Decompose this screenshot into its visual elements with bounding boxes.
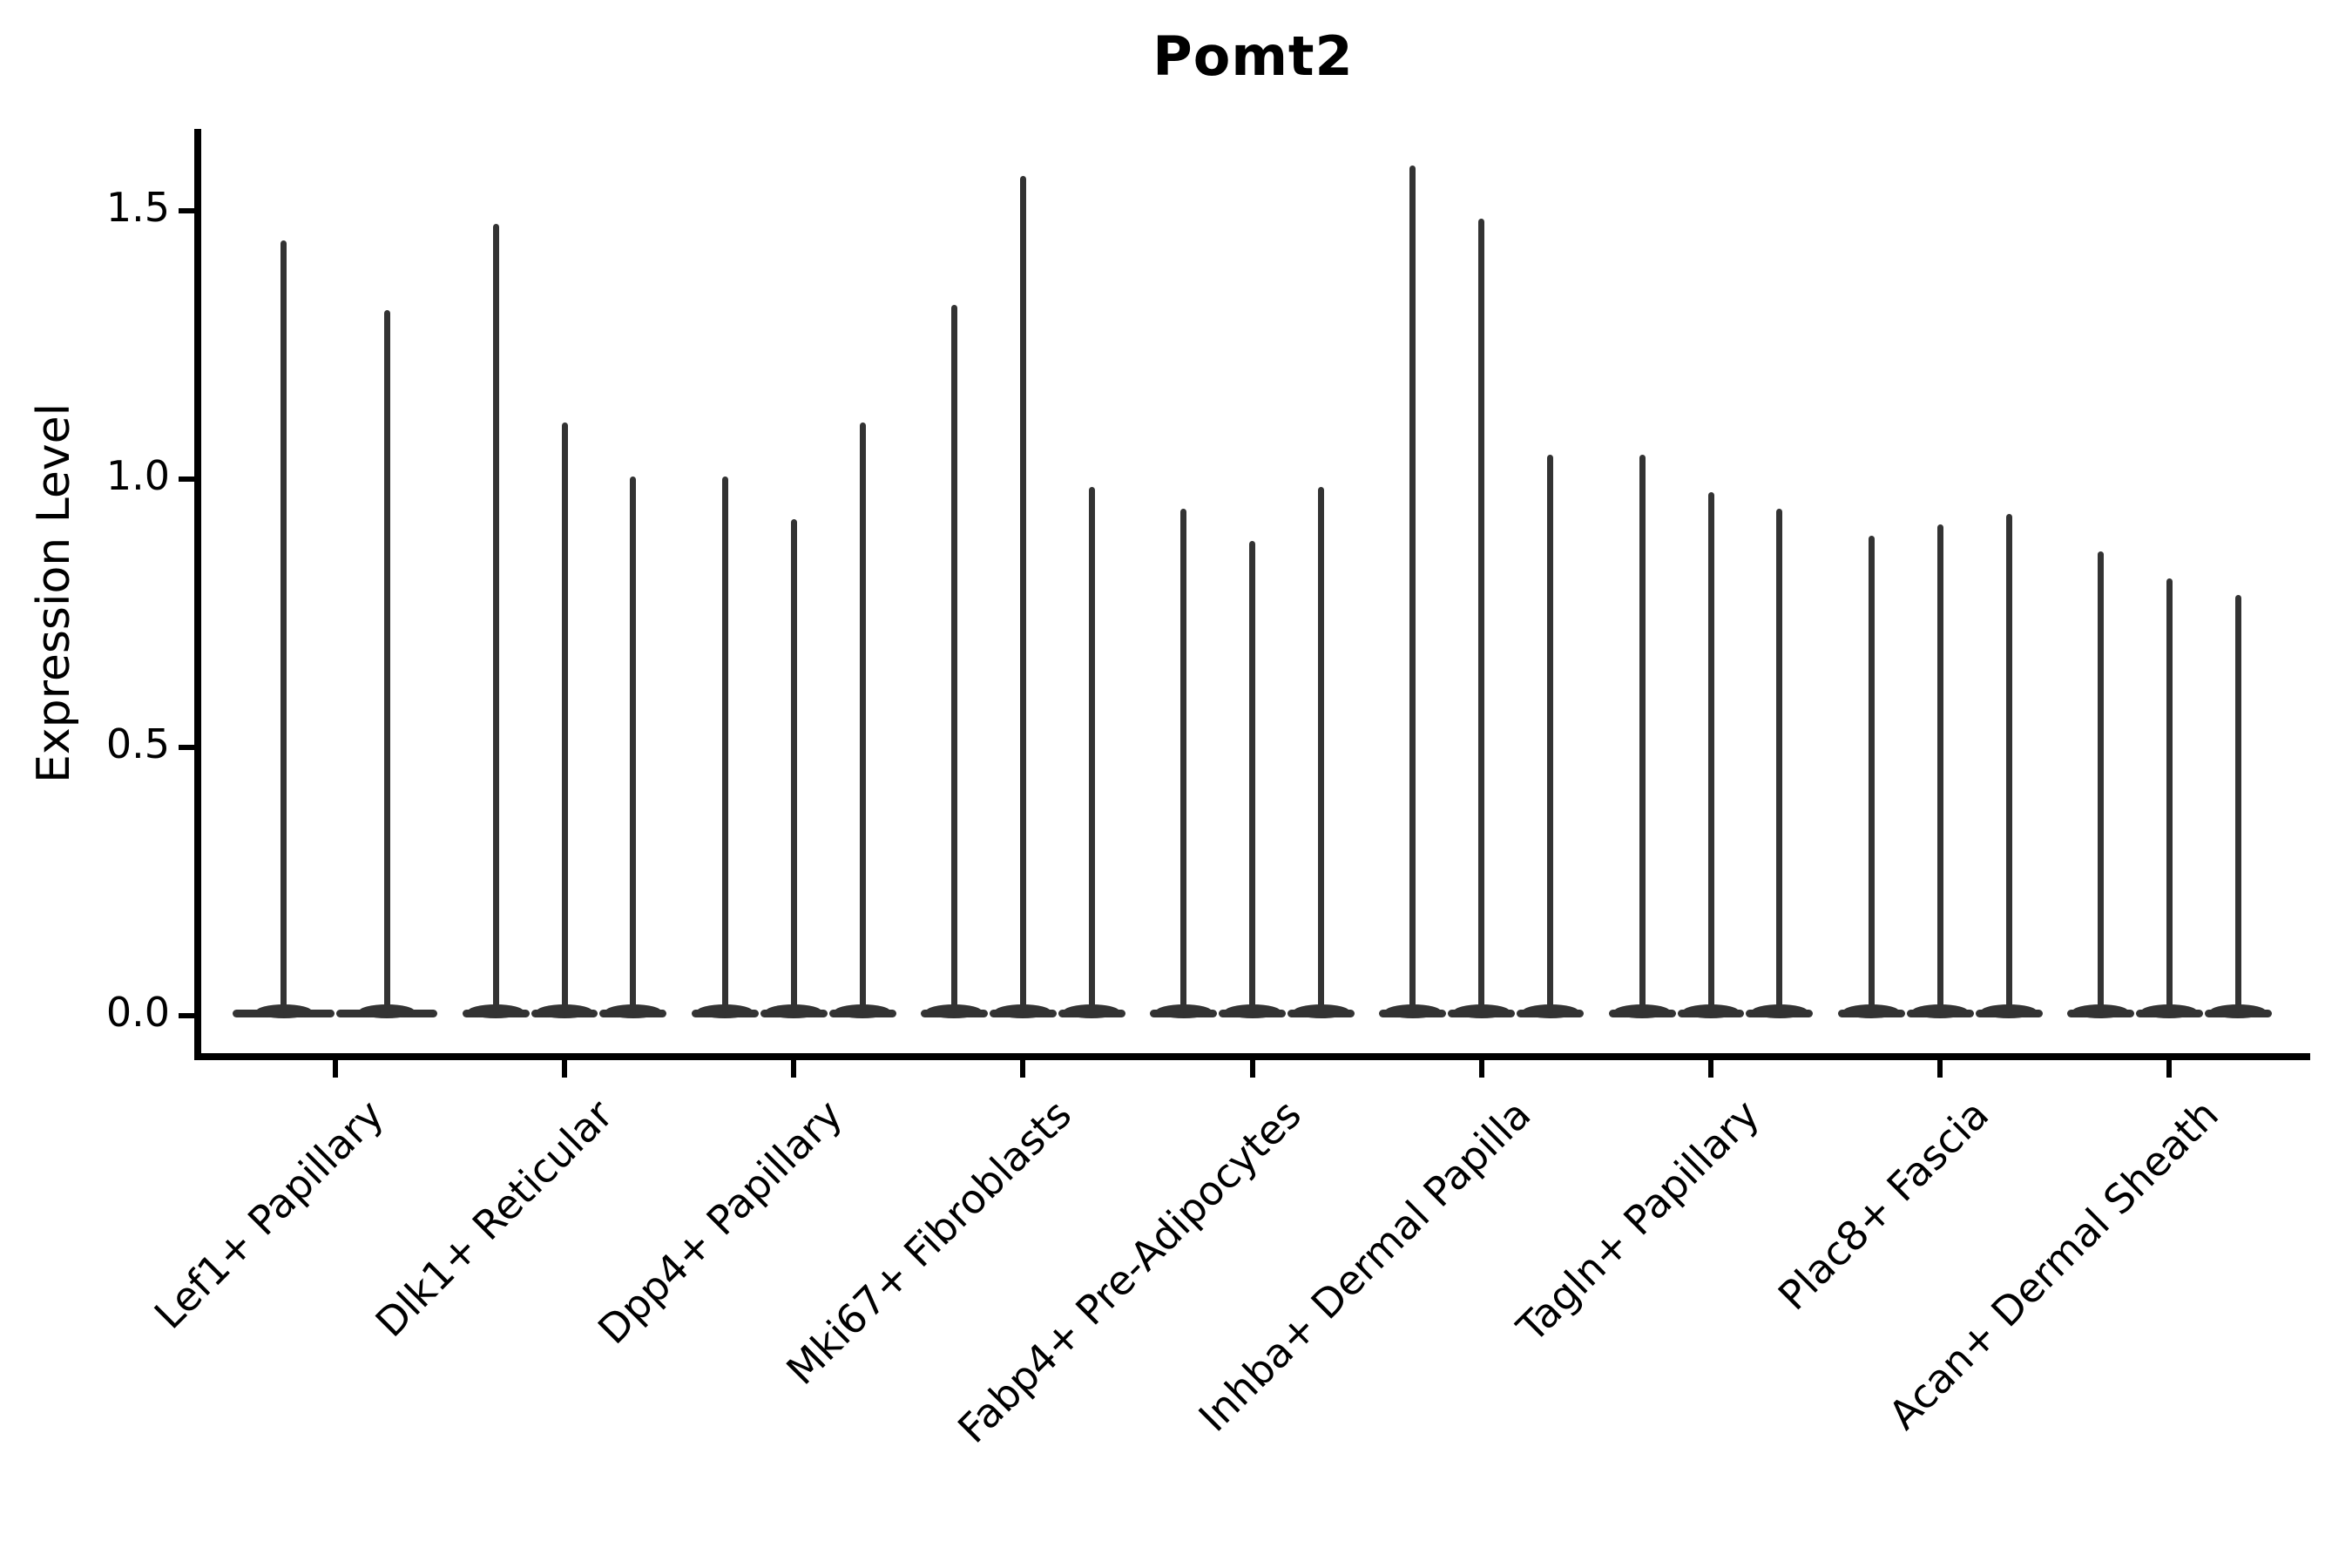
violin-spike (2234, 594, 2241, 1013)
violin-spike (1936, 524, 1943, 1013)
x-axis-spine (194, 1053, 2310, 1060)
x-tick-label: Lef1+ Papillary (145, 1091, 393, 1338)
y-tick-mark (179, 744, 196, 750)
x-tick-mark (1478, 1060, 1484, 1078)
x-tick-mark (1020, 1060, 1026, 1078)
x-tick-label: Dlk1+ Reticular (366, 1091, 623, 1347)
violin-spike (280, 240, 287, 1013)
violin-spike (1180, 508, 1187, 1013)
violin-spike (1707, 492, 1714, 1013)
x-tick-mark (1708, 1060, 1713, 1078)
violin-spike (2097, 551, 2104, 1013)
x-tick-mark (562, 1060, 567, 1078)
violin-spike (2166, 578, 2173, 1013)
violin-spike (721, 476, 728, 1013)
violin-spike (383, 310, 390, 1013)
violin-spike (950, 304, 957, 1013)
x-tick-mark (791, 1060, 797, 1078)
violin-spike (561, 422, 568, 1013)
violin-spike (2005, 514, 2012, 1013)
x-tick-mark (2166, 1060, 2173, 1078)
violin-spike (1478, 219, 1485, 1013)
y-tick-label: 1.5 (105, 183, 170, 231)
violin-spike (1318, 487, 1325, 1013)
x-tick-mark (332, 1060, 338, 1078)
violin-spike (1088, 487, 1095, 1013)
y-tick-mark (179, 476, 196, 482)
y-tick-mark (179, 207, 196, 213)
violin-spike (1547, 455, 1554, 1013)
violin-spike (1019, 176, 1026, 1013)
violin-spike (1776, 508, 1783, 1013)
violin-spike (1639, 455, 1646, 1013)
y-tick-label: 0.0 (105, 988, 170, 1036)
violin-spike (1249, 540, 1256, 1013)
y-tick-mark (179, 1012, 196, 1018)
chart-title: Pomt2 (1152, 24, 1354, 88)
x-tick-mark (1937, 1060, 1943, 1078)
y-tick-label: 0.5 (105, 720, 170, 767)
violin-spike (1868, 535, 1875, 1013)
violin-spike (492, 224, 499, 1013)
y-tick-label: 1.0 (105, 451, 170, 499)
violin-spike (1409, 165, 1416, 1013)
x-tick-label: Dpp4+ Papillary (589, 1091, 852, 1354)
violin-spike (630, 476, 637, 1013)
violin-spike (859, 422, 866, 1013)
y-axis-spine (194, 129, 201, 1060)
x-tick-label: Plac8+ Fascia (1768, 1091, 1998, 1320)
y-axis-label: Expression Level (28, 402, 80, 784)
x-tick-mark (1249, 1060, 1255, 1078)
x-tick-label: Tagln+ Papillary (1508, 1091, 1769, 1351)
violin-spike (790, 519, 797, 1013)
